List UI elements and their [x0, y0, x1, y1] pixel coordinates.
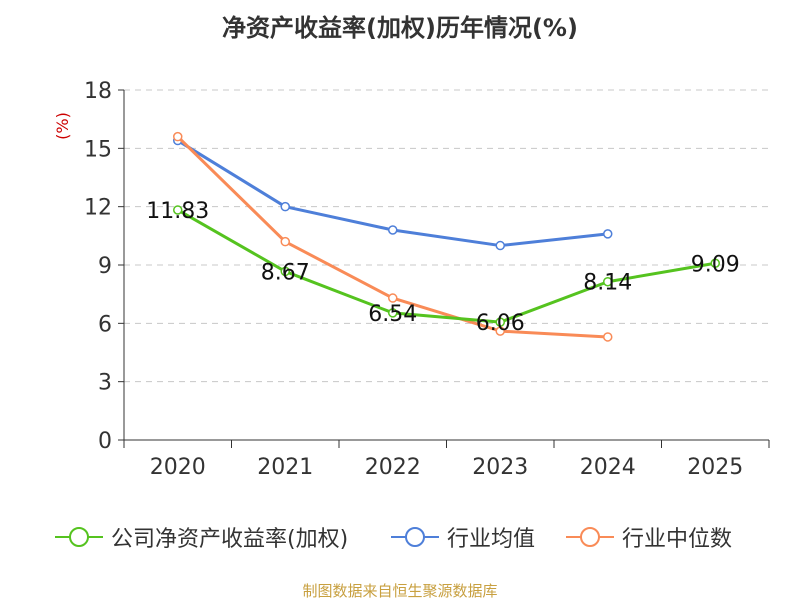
- x-tick-label: 2021: [257, 455, 313, 480]
- y-tick-label: 0: [98, 429, 112, 454]
- data-point-industry_median: [603, 332, 613, 342]
- series-line-company: [177, 208, 716, 324]
- data-point-company: [710, 258, 720, 268]
- data-point-company: [173, 205, 183, 215]
- data-point-company: [388, 308, 398, 318]
- legend-item-company[interactable]: 公司净资产收益率(加权): [55, 521, 348, 553]
- data-source-note: 制图数据来自恒生聚源数据库: [302, 582, 498, 600]
- data-point-industry_avg: [388, 225, 398, 235]
- data-point-industry_median: [388, 293, 398, 303]
- y-tick-label: 18: [84, 79, 112, 104]
- data-point-industry_median: [495, 326, 505, 336]
- legend-label-industry-avg: 行业均值: [447, 527, 536, 552]
- data-point-industry_median: [280, 236, 290, 247]
- y-tick-label: 15: [84, 137, 112, 162]
- chart-title: 净资产收益率(加权)历年情况(%): [222, 14, 578, 42]
- data-label: 6.54: [368, 302, 417, 327]
- legend-item-industry-avg[interactable]: 行业均值: [391, 521, 535, 553]
- chart-legend: 公司净资产收益率(加权) 行业均值 行业中位数: [0, 521, 800, 553]
- x-tick-label: 2024: [580, 455, 636, 480]
- data-label: 8.67: [261, 260, 310, 285]
- y-tick-label: 9: [98, 254, 112, 279]
- legend-marker-industry-median: [566, 527, 614, 547]
- data-point-company: [280, 266, 290, 277]
- data-label: 8.14: [583, 271, 632, 296]
- x-tick-label: 2020: [150, 455, 206, 480]
- data-point-company: [603, 276, 613, 287]
- legend-item-industry-median[interactable]: 行业中位数: [566, 521, 732, 553]
- y-tick-label: 12: [84, 196, 112, 221]
- data-point-industry_avg: [495, 240, 505, 251]
- legend-marker-industry-avg: [391, 527, 439, 547]
- data-label: 11.83: [146, 199, 209, 224]
- data-point-industry_median: [173, 131, 183, 142]
- legend-label-company: 公司净资产收益率(加权): [111, 527, 349, 552]
- legend-label-industry-median: 行业中位数: [622, 527, 733, 552]
- data-point-industry_avg: [280, 201, 290, 212]
- x-tick-label: 2022: [365, 455, 421, 480]
- x-tick-label: 2025: [687, 455, 743, 480]
- y-tick-label: 6: [98, 312, 112, 337]
- data-point-industry_avg: [603, 229, 613, 239]
- y-tick-label: 3: [98, 371, 112, 396]
- data-label: 9.09: [691, 252, 740, 277]
- x-tick-label: 2023: [472, 455, 528, 480]
- y-axis-unit-label: (%): [53, 112, 72, 140]
- data-point-company: [495, 317, 505, 327]
- legend-marker-company: [55, 527, 103, 547]
- data-label: 6.06: [476, 311, 525, 336]
